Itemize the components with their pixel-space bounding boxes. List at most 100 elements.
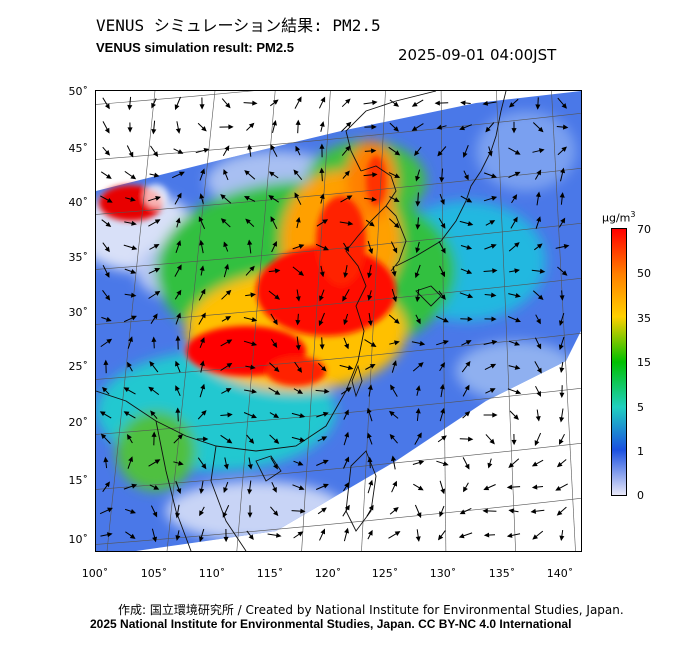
wind-arrow-head	[536, 343, 542, 350]
wind-arrow-head	[268, 171, 275, 177]
wind-arrow-head	[536, 169, 542, 176]
red-area-yangtze	[256, 246, 396, 336]
wind-arrow-head	[390, 455, 397, 462]
wind-arrow-head	[176, 240, 182, 246]
wind-arrow-head	[104, 127, 110, 134]
lat-label-35: 35˚	[68, 251, 89, 264]
colorbar-unit-text: μg/m	[602, 211, 631, 225]
wind-arrow-head	[102, 386, 108, 393]
wind-arrow-head	[322, 459, 329, 465]
wind-arrow-head	[130, 196, 136, 202]
wind-arrow-head	[176, 264, 182, 271]
wind-arrow-head	[492, 412, 498, 418]
wind-arrow-head	[128, 336, 133, 343]
wind-arrow-head	[537, 294, 544, 301]
wind-arrow-head	[344, 504, 350, 511]
wind-arrow-head	[131, 315, 137, 321]
lon-label-120: 120˚	[314, 567, 342, 580]
wind-arrow-head	[154, 267, 161, 273]
wind-arrow-head	[490, 244, 497, 249]
wind-arrow-head	[199, 510, 204, 517]
wind-arrow-head	[324, 388, 330, 394]
wind-arrow-head	[295, 296, 301, 302]
lat-label-45: 45˚	[68, 142, 89, 155]
wind-arrow-head	[414, 272, 420, 279]
wind-arrow-head	[321, 507, 327, 513]
lat-label-25: 25˚	[68, 360, 89, 373]
wind-arrow-head	[434, 100, 440, 106]
wind-arrow-head	[274, 389, 281, 395]
wind-arrow-head	[347, 365, 354, 371]
wind-arrow-head	[482, 508, 488, 514]
wind-arrow-head	[106, 338, 113, 344]
wind-arrow-head	[536, 243, 543, 249]
coastline-china	[96, 165, 397, 452]
wind-arrow-head	[392, 296, 398, 303]
wind-arrow-head	[367, 272, 373, 279]
coastline-hainan	[255, 455, 282, 482]
wind-arrow-head	[459, 125, 465, 131]
meridian-115	[301, 91, 331, 551]
wind-arrow-head	[319, 167, 325, 174]
wind-arrow-head	[491, 195, 498, 201]
wind-arrow-head	[175, 407, 181, 413]
wind-arrow-head	[128, 456, 133, 463]
wind-arrow-head	[224, 263, 230, 270]
wind-arrow-head	[225, 289, 232, 296]
wind-arrow-head	[463, 486, 468, 493]
wind-arrow-head	[199, 488, 205, 495]
wind-arrow-head	[318, 320, 324, 327]
wind-arrow-head	[320, 96, 326, 103]
parallel-20	[96, 387, 581, 435]
wind-arrow-head	[559, 192, 565, 198]
coastline-japan-hokkaido	[490, 91, 507, 152]
wind-arrow-head	[440, 222, 446, 229]
wind-arrow-head	[152, 511, 158, 518]
wind-arrow-head	[345, 98, 351, 104]
wind-arrow-head	[131, 220, 137, 226]
wind-arrow-head	[179, 171, 185, 177]
low-area-north-pacific	[476, 111, 576, 191]
wind-arrow-head	[512, 216, 518, 223]
meridian-105	[166, 91, 216, 551]
wind-arrow-head	[175, 535, 181, 541]
wind-arrow-head	[465, 340, 472, 345]
wind-arrow-head	[200, 288, 206, 295]
wind-arrow-head	[273, 510, 279, 517]
wind-arrow-head	[223, 169, 228, 175]
wind-arrow-head	[319, 121, 325, 127]
credit-license: 2025 National Institute for Environmenta…	[90, 617, 572, 631]
wind-arrow-head	[344, 431, 350, 438]
wind-arrow-head	[437, 534, 444, 541]
wind-arrow-head	[127, 104, 133, 111]
wind-arrow-head	[532, 534, 538, 540]
parallel-15	[96, 442, 581, 490]
wind-arrow-head	[319, 271, 325, 278]
colorbar-tick-15: 15	[637, 356, 651, 369]
wind-arrow-head	[508, 102, 515, 108]
wind-arrow-head	[367, 320, 373, 327]
wind-arrow-head	[558, 438, 564, 445]
lon-label-110: 110˚	[198, 567, 226, 580]
wind-arrow-head	[371, 124, 377, 130]
wind-arrow-head	[561, 270, 568, 276]
wind-arrow-head	[201, 410, 207, 416]
wind-arrow-head	[223, 536, 229, 543]
wind-arrow-head	[467, 221, 474, 227]
wind-arrow-head	[104, 481, 110, 488]
lon-label-140: 140˚	[546, 567, 574, 580]
wind-arrow-head	[223, 463, 229, 470]
lon-label-115: 115˚	[256, 567, 284, 580]
wind-arrow-head	[270, 216, 276, 223]
wind-arrow-head	[199, 193, 205, 199]
wind-arrow-head	[418, 362, 424, 368]
wind-arrow-head	[415, 385, 421, 391]
wind-arrow-head	[441, 435, 447, 441]
wind-arrow-head	[272, 487, 277, 493]
wind-arrow-head	[513, 414, 519, 420]
wind-arrow-head	[514, 268, 520, 274]
parallel-50	[96, 91, 254, 105]
wind-arrow-head	[220, 194, 226, 200]
wind-arrow-head	[203, 436, 209, 442]
wind-arrow-head	[344, 170, 350, 177]
